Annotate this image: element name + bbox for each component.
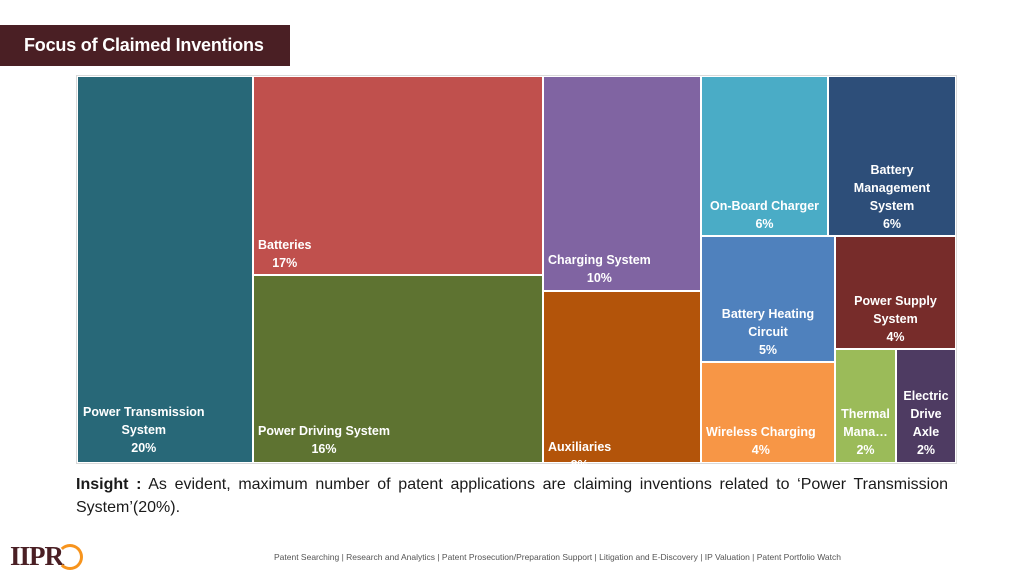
slide-title: Focus of Claimed Inventions: [24, 35, 264, 55]
treemap-tile-electric-drive-axle: Electric Drive Axle 2%: [896, 349, 956, 463]
tile-value-label: 4%: [886, 330, 905, 344]
treemap-tile-batteries: Batteries 17%: [253, 76, 543, 275]
treemap-tile-label: Battery Heating Circuit 5%: [702, 305, 834, 359]
tile-value-label: 8%: [570, 458, 589, 472]
tile-name-line: Electric: [903, 389, 949, 403]
treemap-chart: Power Transmission System 20% Batteries 17% P…: [76, 75, 957, 472]
treemap-tile-label: Electric Drive Axle 2%: [897, 387, 955, 459]
tile-name-line: Power Driving System: [258, 424, 390, 438]
tile-name-line: Batteries: [258, 238, 312, 252]
tile-name-line: Wireless Charging: [706, 425, 816, 439]
tile-value-label: 10%: [586, 271, 612, 285]
treemap-tile-power-driving-system: Power Driving System 16%: [253, 275, 543, 463]
tile-value-label: 2%: [916, 443, 936, 457]
treemap-tile-charging-system: Charging System 10%: [543, 76, 701, 291]
tile-name-line: Axle: [912, 425, 940, 439]
treemap-tile-label: On-Board Charger 6%: [702, 197, 827, 233]
tile-name-line: Auxiliaries: [548, 440, 612, 454]
treemap-tile-auxiliaries: Auxiliaries 8%: [543, 291, 701, 472]
tile-name-line: Battery: [870, 163, 914, 177]
tile-name-line: Thermal: [841, 407, 890, 421]
tile-value-label: 16%: [311, 442, 337, 456]
treemap-tile-on-board-charger: On-Board Charger 6%: [701, 76, 828, 236]
treemap-tile-label: Wireless Charging 4%: [706, 423, 816, 459]
tile-name-line: Charging System: [548, 253, 651, 267]
tile-name-line: Power Supply: [854, 294, 937, 308]
insight-label: Insight :: [76, 476, 142, 493]
tile-name-line: Circuit: [748, 325, 788, 339]
treemap-tile-label: Auxiliaries 8%: [548, 438, 611, 474]
iipr-logo: IIPR: [10, 540, 84, 571]
treemap-tile-power-transmission-system: Power Transmission System 20%: [77, 76, 253, 463]
treemap-tile-label: Power Driving System 16%: [258, 422, 390, 458]
tile-name-line: Management: [853, 181, 931, 195]
treemap-tile-label: Power Transmission System 20%: [83, 403, 205, 457]
insight-text: Insight : As evident, maximum number of …: [76, 473, 948, 519]
slide-title-bar: Focus of Claimed Inventions: [0, 25, 290, 66]
treemap-tile-label: Charging System 10%: [548, 251, 651, 287]
treemap-tile-wireless-charging: Wireless Charging 4%: [701, 362, 835, 463]
tile-value-label: 6%: [882, 217, 902, 231]
footer-services: Patent Searching | Research and Analytic…: [274, 552, 842, 562]
tile-name-line: Mana…: [843, 425, 888, 439]
treemap-tile-battery-heating-circuit: Battery Heating Circuit 5%: [701, 236, 835, 362]
tile-name-line: Drive: [910, 407, 942, 421]
treemap-tile-label: Power Supply System 4%: [836, 292, 955, 346]
treemap-tile-label: Thermal Mana… 2%: [836, 405, 895, 459]
treemap-tile-battery-management-system: Battery Management System 6%: [828, 76, 956, 236]
tile-value-label: 20%: [131, 441, 157, 455]
treemap-tile-power-supply-system: Power Supply System 4%: [835, 236, 956, 349]
tile-name-line: On-Board Charger: [709, 199, 820, 213]
treemap-tile-label: Batteries 17%: [258, 236, 312, 272]
logo-swoosh-icon: [57, 544, 84, 570]
treemap-tile-label: Battery Management System 6%: [829, 161, 955, 233]
tile-name-line: System: [869, 199, 915, 213]
logo-text: IIPR: [10, 540, 64, 571]
tile-value-label: 6%: [755, 217, 774, 231]
tile-value-label: 4%: [751, 443, 770, 457]
tile-value-label: 17%: [272, 256, 298, 270]
insight-body: As evident, maximum number of patent app…: [76, 476, 948, 516]
tile-name-line: Battery Heating: [721, 307, 815, 321]
tile-name-line: System: [873, 312, 918, 326]
tile-value-label: 2%: [856, 443, 875, 457]
tile-name-line: System: [121, 423, 167, 437]
tile-value-label: 5%: [758, 343, 778, 357]
treemap-tile-thermal-mana: Thermal Mana… 2%: [835, 349, 896, 463]
tile-name-line: Power Transmission: [83, 405, 205, 419]
